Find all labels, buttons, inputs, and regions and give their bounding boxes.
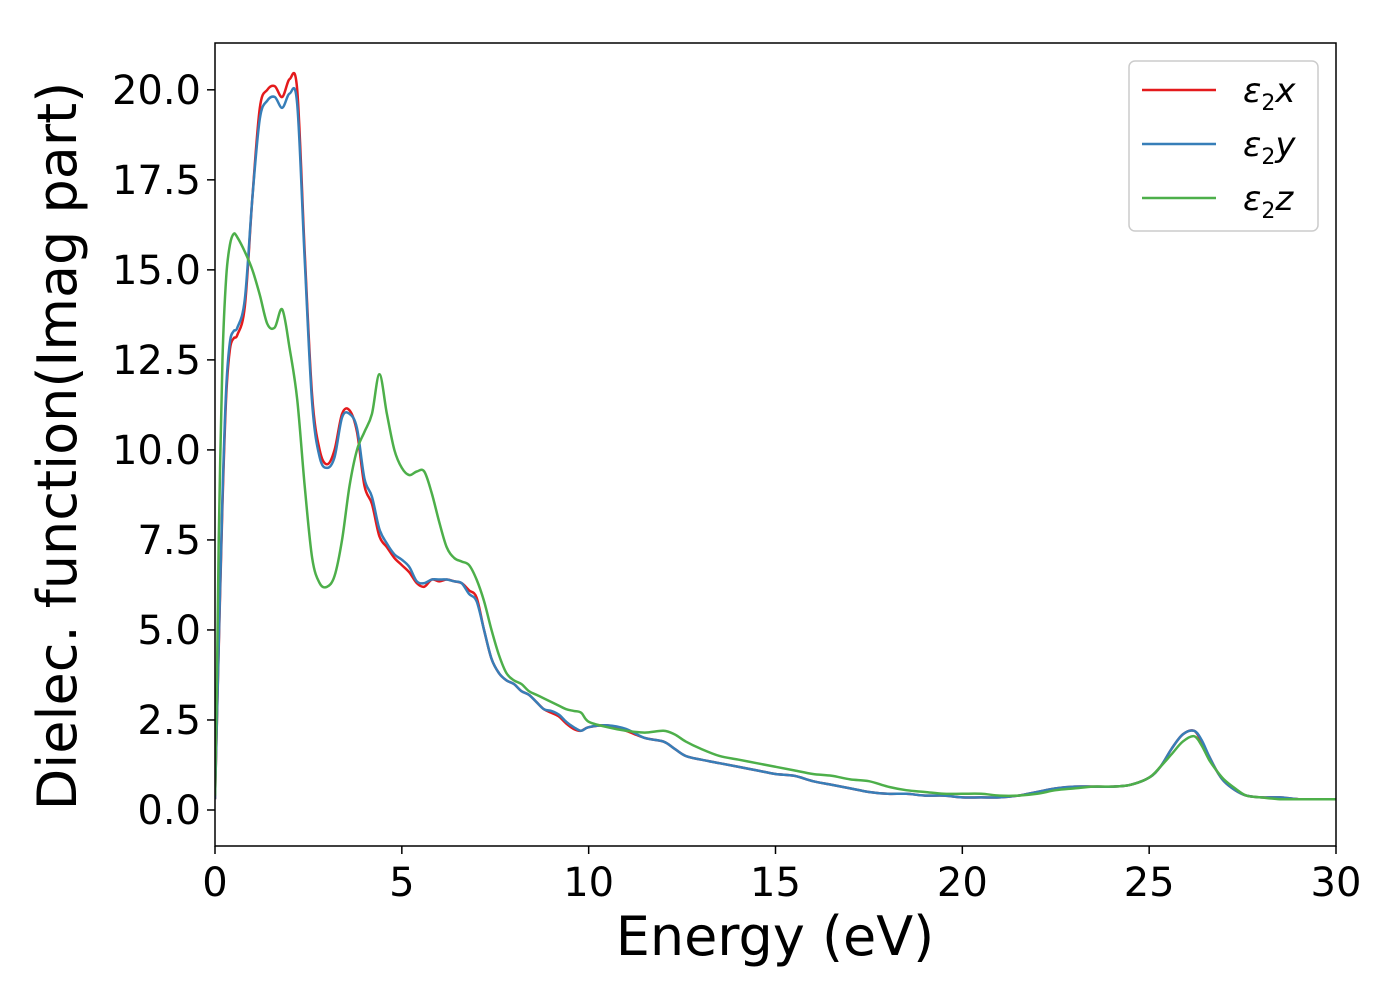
y-tick-label: 2.5 (137, 698, 201, 744)
y-axis-title: Dielec. function(Imag part) (26, 82, 89, 811)
x-axis: 0 5 10 15 20 25 30 (202, 846, 1361, 906)
legend-subscript: 2 (1261, 91, 1275, 116)
legend-label-x: ε2x (1243, 71, 1296, 116)
legend-component: z (1274, 179, 1294, 219)
x-tick-label: 5 (389, 860, 414, 906)
y-tick-label: 15.0 (112, 248, 201, 294)
x-tick-label: 0 (202, 860, 227, 906)
legend-epsilon: ε (1243, 125, 1261, 165)
y-axis: 0.0 2.5 5.0 7.5 10.0 12.5 15.0 17.5 20.0 (112, 68, 215, 834)
legend-subscript: 2 (1261, 199, 1275, 224)
legend-component: y (1274, 125, 1296, 165)
x-tick-label: 25 (1124, 860, 1175, 906)
y-tick-label: 17.5 (112, 158, 201, 204)
legend-subscript: 2 (1261, 145, 1275, 170)
series-layer (215, 71, 1336, 801)
legend-component: x (1274, 71, 1296, 111)
legend-epsilon: ε (1243, 71, 1261, 111)
y-tick-label: 0.0 (137, 788, 201, 834)
plot-area (214, 42, 1337, 847)
legend-epsilon: ε (1243, 179, 1261, 219)
y-tick-label: 5.0 (137, 608, 201, 654)
y-tick-label: 12.5 (112, 338, 201, 384)
x-tick-label: 30 (1311, 860, 1362, 906)
x-tick-label: 20 (937, 860, 988, 906)
legend-label-z: ε2z (1243, 179, 1294, 224)
legend-frame (1128, 60, 1319, 232)
x-tick-label: 10 (563, 860, 614, 906)
y-tick-label: 20.0 (112, 68, 201, 114)
legend-label-y: ε2y (1243, 125, 1296, 170)
x-axis-title: Energy (eV) (616, 905, 935, 968)
x-tick-label: 15 (750, 860, 801, 906)
y-tick-label: 7.5 (137, 518, 201, 564)
y-tick-label: 10.0 (112, 428, 201, 474)
series-line-z (215, 232, 1336, 801)
